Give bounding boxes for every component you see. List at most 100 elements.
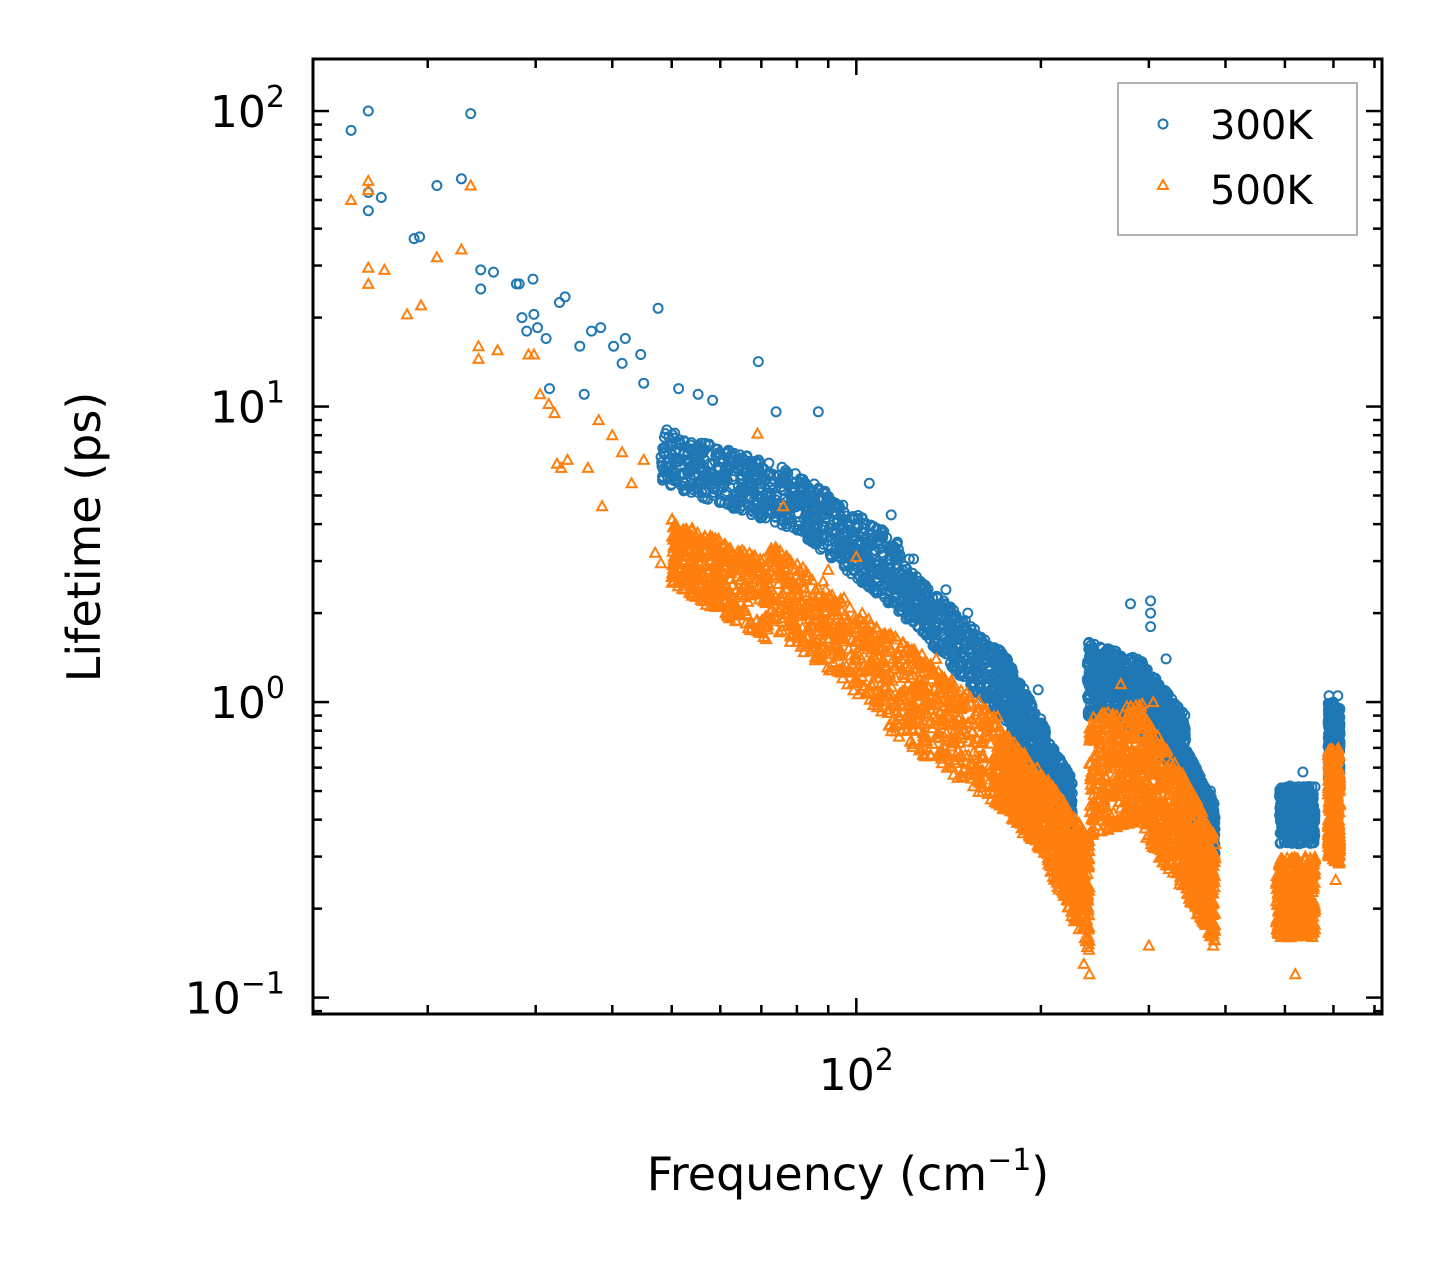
data-point-300k bbox=[907, 616, 919, 628]
data-point-300k bbox=[770, 494, 782, 506]
data-point-300k bbox=[1274, 785, 1286, 797]
data-point-300k bbox=[813, 515, 824, 527]
data-point-300k bbox=[752, 356, 764, 368]
data-point-300k bbox=[660, 428, 671, 440]
data-point-300k bbox=[841, 510, 853, 522]
data-point-300k bbox=[362, 205, 374, 217]
data-point-300k bbox=[1005, 718, 1017, 730]
data-point-300k bbox=[870, 587, 882, 599]
data-point-300k bbox=[863, 477, 875, 489]
data-point-300k bbox=[1204, 785, 1216, 797]
data-point-300k bbox=[873, 535, 885, 547]
data-point-300k bbox=[1204, 792, 1216, 804]
data-point-300k bbox=[679, 483, 691, 495]
data-point-300k bbox=[544, 383, 555, 395]
data-point-300k bbox=[574, 340, 586, 352]
data-point-300k bbox=[1297, 819, 1309, 831]
data-point-300k bbox=[692, 388, 704, 400]
data-point-300k bbox=[1158, 688, 1170, 700]
data-point-300k bbox=[554, 297, 565, 308]
data-point-300k bbox=[527, 273, 539, 285]
data-point-300k bbox=[755, 478, 767, 490]
data-point-300k bbox=[748, 495, 759, 507]
data-point-300k bbox=[1140, 671, 1152, 683]
data-point-300k bbox=[914, 589, 926, 601]
data-point-300k bbox=[742, 480, 754, 492]
data-point-300k bbox=[1031, 729, 1043, 741]
data-point-300k bbox=[904, 572, 916, 584]
data-point-300k bbox=[791, 524, 803, 536]
data-point-300k bbox=[1088, 660, 1099, 671]
data-point-300k bbox=[932, 591, 944, 603]
data-point-300k bbox=[732, 463, 744, 475]
data-point-300k bbox=[532, 322, 543, 334]
data-point-300k bbox=[1123, 661, 1135, 673]
data-point-300k bbox=[908, 553, 920, 565]
data-point-300k bbox=[703, 478, 715, 490]
data-point-300k bbox=[516, 312, 528, 324]
data-point-300k bbox=[1164, 735, 1176, 746]
data-point-300k bbox=[1332, 690, 1344, 702]
data-point-300k bbox=[345, 124, 357, 136]
data-point-300k bbox=[962, 607, 974, 619]
data-point-300k bbox=[698, 477, 710, 489]
data-point-300k bbox=[823, 500, 835, 512]
data-point-300k bbox=[876, 547, 888, 559]
data-point-300k bbox=[818, 539, 830, 550]
data-point-300k bbox=[616, 357, 628, 369]
data-point-300k bbox=[764, 467, 776, 479]
data-point-300k bbox=[1323, 708, 1335, 720]
data-point-300k bbox=[678, 476, 689, 488]
data-point-300k bbox=[894, 549, 906, 560]
data-point-300k bbox=[873, 581, 885, 592]
data-point-300k bbox=[994, 645, 1006, 657]
data-point-300k bbox=[673, 383, 685, 395]
data-point-300k bbox=[414, 231, 426, 243]
data-point-300k bbox=[808, 478, 820, 490]
data-point-300k bbox=[826, 552, 837, 564]
data-point-300k bbox=[736, 478, 748, 490]
data-point-300k bbox=[595, 322, 607, 334]
data-point-300k bbox=[1309, 781, 1321, 793]
data-point-300k bbox=[993, 665, 1005, 677]
data-point-300k bbox=[848, 526, 860, 538]
data-point-300k bbox=[1050, 765, 1062, 776]
data-point-300k bbox=[895, 604, 907, 616]
data-point-300k bbox=[1087, 688, 1099, 700]
data-point-300k bbox=[657, 474, 668, 486]
data-point-300k bbox=[877, 526, 889, 538]
data-point-300k bbox=[1146, 687, 1157, 699]
data-point-300k bbox=[1083, 637, 1094, 649]
data-point-300k bbox=[683, 468, 695, 479]
data-point-300k bbox=[885, 509, 897, 521]
data-point-300k bbox=[1334, 729, 1346, 741]
data-point-300k bbox=[771, 489, 783, 501]
data-point-300k bbox=[1300, 801, 1312, 813]
data-point-300k bbox=[746, 471, 758, 483]
data-point-300k bbox=[972, 652, 983, 664]
data-point-300k bbox=[835, 511, 846, 522]
data-point-300k bbox=[1038, 729, 1050, 741]
data-point-300k bbox=[1161, 707, 1173, 719]
data-point-300k bbox=[992, 658, 1004, 670]
data-point-300k bbox=[856, 512, 868, 524]
data-point-300k bbox=[1192, 771, 1204, 783]
data-point-300k bbox=[841, 527, 853, 539]
data-point-300k bbox=[1107, 691, 1119, 703]
data-point-300k bbox=[1005, 666, 1017, 678]
data-point-300k bbox=[881, 566, 893, 578]
data-point-300k bbox=[843, 536, 855, 548]
data-point-300k bbox=[475, 264, 487, 276]
data-point-300k bbox=[1090, 702, 1102, 714]
data-point-300k bbox=[1175, 721, 1187, 733]
data-point-300k bbox=[858, 533, 870, 545]
data-point-300k bbox=[998, 650, 1010, 662]
data-point-300k bbox=[713, 461, 724, 473]
data-point-300k bbox=[837, 499, 849, 511]
data-point-300k bbox=[635, 349, 647, 360]
data-point-300k bbox=[1047, 763, 1059, 774]
data-point-300k bbox=[1059, 770, 1071, 782]
data-point-300k bbox=[540, 333, 552, 344]
data-point-300k bbox=[794, 498, 806, 510]
data-point-300k bbox=[713, 456, 725, 468]
